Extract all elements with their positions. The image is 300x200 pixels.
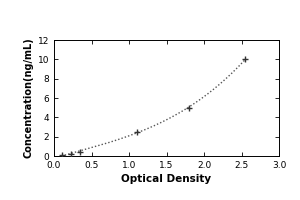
Y-axis label: Concentration(ng/mL): Concentration(ng/mL) bbox=[23, 38, 34, 158]
X-axis label: Optical Density: Optical Density bbox=[122, 174, 212, 184]
